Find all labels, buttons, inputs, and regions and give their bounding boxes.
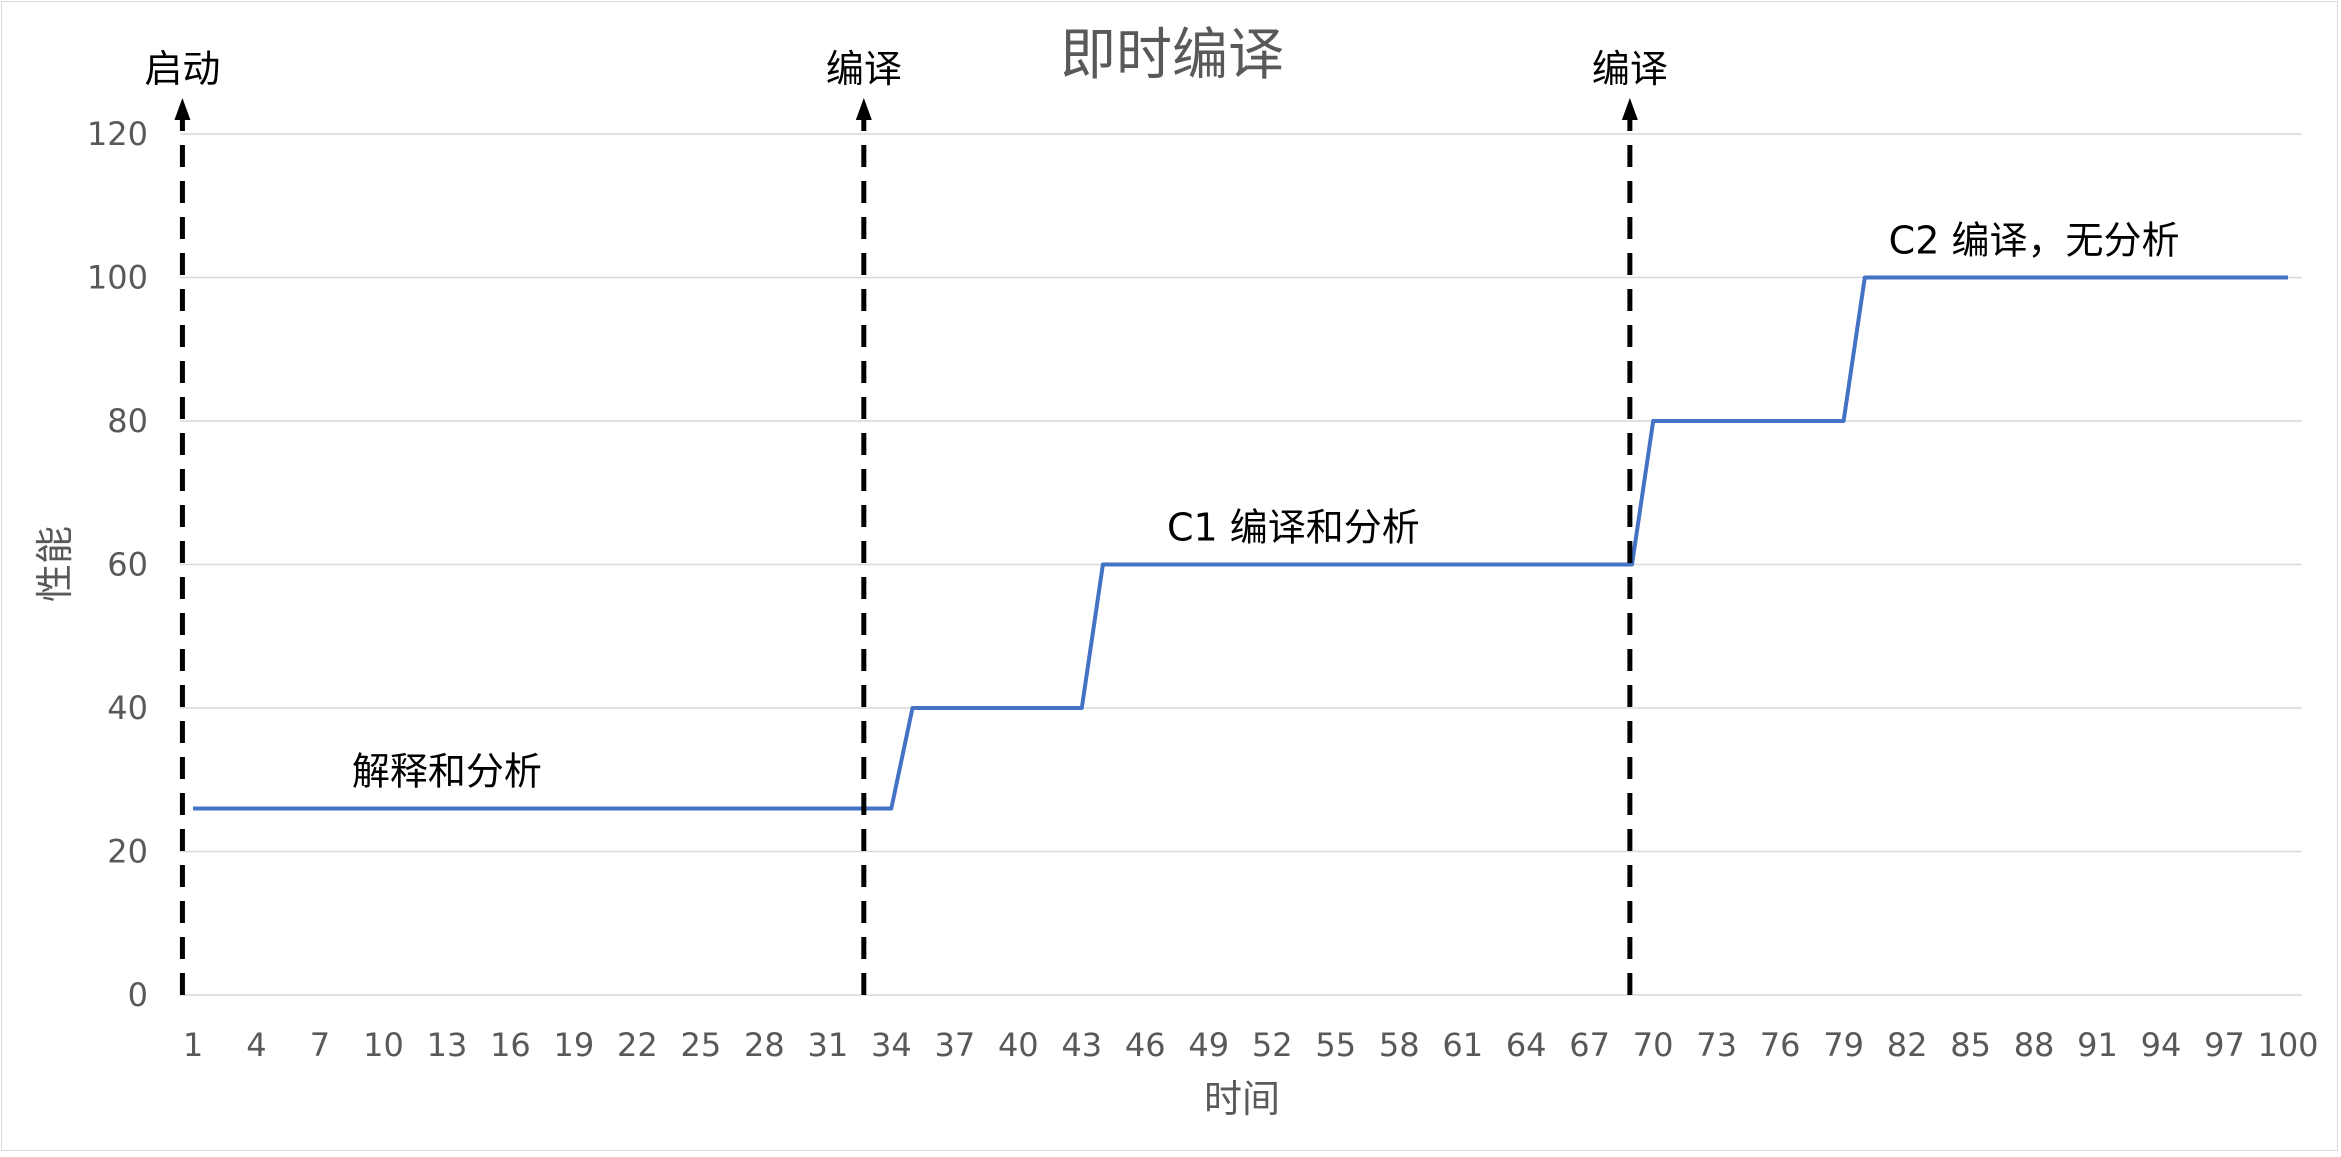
y-tick-label: 0 [128, 976, 148, 1014]
x-tick-label: 46 [1125, 1026, 1166, 1064]
x-tick-label: 49 [1188, 1026, 1229, 1064]
event-marker-label: 编译 [826, 47, 902, 91]
x-tick-label: 94 [2141, 1026, 2182, 1064]
y-tick-label: 120 [87, 115, 148, 153]
series-layer [193, 275, 2288, 811]
x-tick-label: 40 [998, 1026, 1039, 1064]
x-tick-label: 1 [183, 1026, 203, 1064]
x-tick-label: 31 [807, 1026, 848, 1064]
x-tick-label: 97 [2204, 1026, 2245, 1064]
x-tick-label: 67 [1569, 1026, 1610, 1064]
arrow-up-icon [1621, 98, 1638, 120]
y-axis-ticks: 0 20 40 60 80 100 120 [87, 115, 148, 1014]
series-annotation: 解释和分析 [352, 749, 542, 793]
x-tick-label: 34 [871, 1026, 912, 1064]
y-tick-label: 80 [107, 402, 148, 440]
x-tick-label: 10 [363, 1026, 404, 1064]
arrow-up-icon [174, 98, 191, 120]
x-tick-label: 79 [1823, 1026, 1864, 1064]
chart-title: 即时编译 [1060, 23, 1284, 88]
x-tick-label: 4 [246, 1026, 266, 1064]
y-axis-title: 性能 [33, 526, 77, 602]
x-tick-label: 91 [2077, 1026, 2118, 1064]
series-line-0 [193, 275, 2288, 811]
x-tick-label: 55 [1315, 1026, 1356, 1064]
arrow-up-icon [855, 98, 872, 120]
x-tick-label: 43 [1061, 1026, 1102, 1064]
event-marker-label: 启动 [144, 47, 220, 91]
series-annotation: C2 编译，无分析 [1889, 219, 2180, 263]
y-tick-label: 100 [87, 259, 148, 297]
x-tick-label: 88 [2014, 1026, 2055, 1064]
x-tick-label: 25 [681, 1026, 722, 1064]
x-tick-label: 7 [310, 1026, 330, 1064]
x-tick-label: 16 [490, 1026, 531, 1064]
x-tick-label: 76 [1760, 1026, 1801, 1064]
x-tick-label: 37 [934, 1026, 975, 1064]
x-tick-label: 100 [2257, 1026, 2318, 1064]
x-tick-label: 61 [1442, 1026, 1483, 1064]
event-marker-label: 编译 [1592, 47, 1668, 91]
x-tick-label: 70 [1633, 1026, 1674, 1064]
annotations: 解释和分析 C1 编译和分析 C2 编译，无分析 [352, 219, 2180, 794]
x-tick-label: 58 [1379, 1026, 1420, 1064]
x-tick-label: 28 [744, 1026, 785, 1064]
x-tick-label: 13 [427, 1026, 468, 1064]
x-tick-label: 19 [554, 1026, 595, 1064]
y-tick-label: 20 [107, 833, 148, 871]
x-tick-label: 52 [1252, 1026, 1293, 1064]
x-tick-label: 64 [1506, 1026, 1547, 1064]
x-tick-label: 85 [1950, 1026, 1991, 1064]
x-tick-label: 22 [617, 1026, 658, 1064]
x-tick-label: 73 [1696, 1026, 1737, 1064]
y-tick-label: 40 [107, 689, 148, 727]
gridlines [180, 133, 2302, 996]
series-annotation: C1 编译和分析 [1167, 506, 1420, 550]
x-axis-title: 时间 [1204, 1077, 1280, 1121]
x-axis-ticks: 1 4 7 10 13 16 19 22 25 28 31 34 37 40 43 46 49 52 55 58 61 6… [183, 1026, 2319, 1064]
x-tick-label: 82 [1887, 1026, 1928, 1064]
event-markers: 启动 编译 编译 [144, 47, 1668, 995]
y-tick-label: 60 [107, 546, 148, 584]
